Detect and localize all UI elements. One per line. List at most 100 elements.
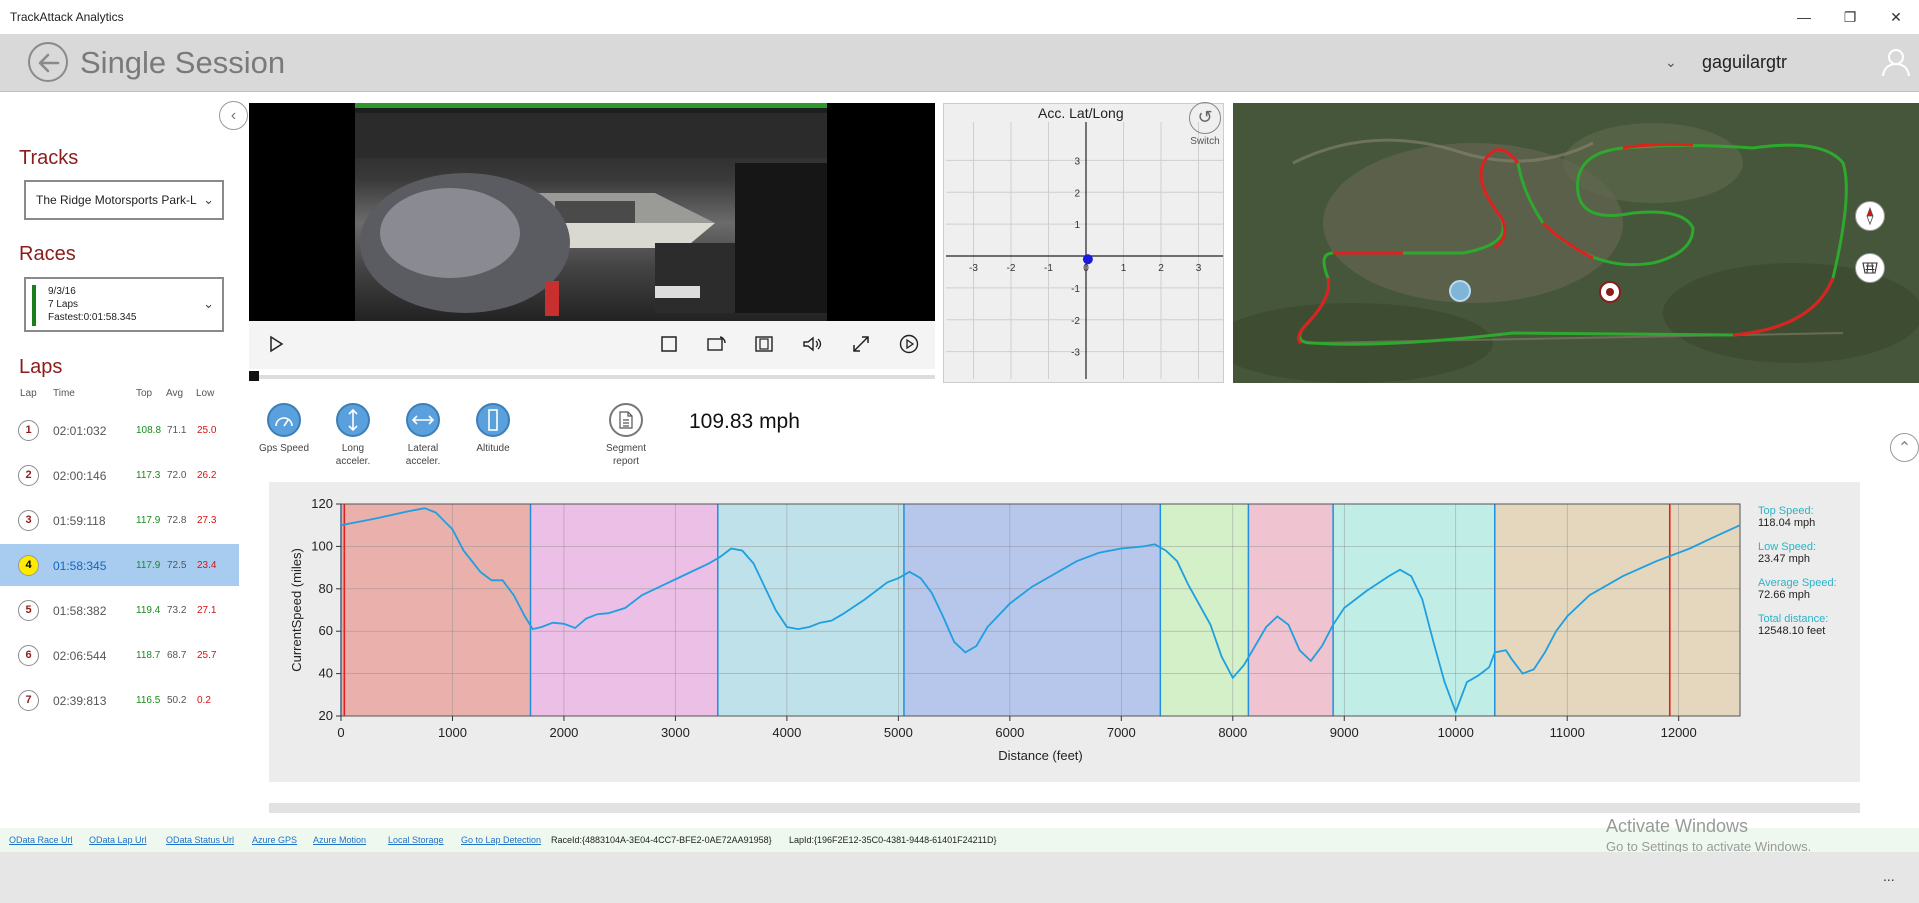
acc-x-tick: 1 <box>1121 263 1127 274</box>
volume-button[interactable] <box>798 329 828 359</box>
watermark-line-2: Go to Settings to activate Windows. <box>1606 839 1812 854</box>
close-icon[interactable]: ✕ <box>1890 8 1902 25</box>
lap-time: 01:58:345 <box>53 559 107 573</box>
x-tick-label: 4000 <box>772 725 801 740</box>
lap-number: 7 <box>18 690 39 711</box>
lap-low-speed: 26.2 <box>197 470 217 481</box>
x-tick-label: 1000 <box>438 725 467 740</box>
compass-button[interactable] <box>1855 201 1885 231</box>
lap-avg-speed: 72.0 <box>167 470 187 481</box>
lap-avg-speed: 72.5 <box>167 560 187 571</box>
collapse-panel-button[interactable]: ‹ <box>219 101 248 130</box>
lap-row[interactable]: 6 02:06:544 118.7 68.7 25.7 <box>0 634 239 676</box>
lap-row[interactable]: 3 01:59:118 117.9 72.8 27.3 <box>0 499 239 541</box>
play-button[interactable] <box>261 329 291 359</box>
lap-number: 1 <box>18 420 39 441</box>
chevron-down-icon: ⌄ <box>203 295 214 311</box>
app-title: TrackAttack Analytics <box>10 10 124 24</box>
user-name[interactable]: gaguilargtr <box>1702 52 1788 72</box>
avatar[interactable] <box>1880 46 1912 78</box>
race-date: 9/3/16 <box>48 286 76 297</box>
acc-point <box>1082 254 1093 265</box>
x-tick-label: 9000 <box>1330 725 1359 740</box>
y-tick-label: 20 <box>319 708 333 723</box>
long-acc-button[interactable]: Long acceler. <box>323 403 383 468</box>
map-style-button[interactable] <box>1855 253 1885 283</box>
chart-stats: Top Speed: 118.04 mph Low Speed: 23.47 mph A… <box>1758 505 1868 649</box>
race-indicator-bar <box>32 285 36 326</box>
lap-low-speed: 27.1 <box>197 605 217 616</box>
footer-link[interactable]: Go to Lap Detection <box>461 835 542 845</box>
chart-segment <box>1248 504 1334 716</box>
stat-value: 23.47 mph <box>1758 553 1810 565</box>
lap-top-speed: 118.7 <box>136 650 161 661</box>
footer-link[interactable]: OData Status Url <box>166 835 235 845</box>
cast-button[interactable] <box>701 329 731 359</box>
footer-link[interactable]: Local Storage <box>388 835 444 845</box>
app-bar <box>0 852 1919 903</box>
lap-row[interactable]: 2 02:00:146 117.3 72.0 26.2 <box>0 454 239 496</box>
playback-rate-button[interactable] <box>894 329 924 359</box>
stat-label: Total distance: <box>1758 613 1829 625</box>
x-tick-label: 7000 <box>1107 725 1136 740</box>
restore-icon[interactable]: ❐ <box>1843 8 1857 25</box>
stat-value: 72.66 mph <box>1758 589 1810 601</box>
chart-segment <box>1160 504 1249 716</box>
altitude-button[interactable]: Altitude <box>463 403 523 455</box>
video-frame[interactable] <box>355 103 827 321</box>
footer-link[interactable]: Azure Motion <box>313 835 367 845</box>
lap-row[interactable]: 5 01:58:382 119.4 73.2 27.1 <box>0 589 239 631</box>
acc-y-tick: 3 <box>1074 156 1080 167</box>
switch-button[interactable]: ↺ Switch <box>1188 102 1222 152</box>
lap-col-header: Lap <box>20 388 37 399</box>
chart-segment <box>1333 504 1495 716</box>
tracks-dropdown[interactable]: The Ridge Motorsports Park-L ⌄ <box>24 180 224 220</box>
lap-avg-speed: 72.8 <box>167 515 187 526</box>
acc-y-tick: 2 <box>1074 188 1080 199</box>
chevron-up-icon: ⌃ <box>1897 439 1912 457</box>
lap-number: 5 <box>18 600 39 621</box>
minimize-icon[interactable]: — <box>1797 9 1811 25</box>
horizontal-arrows-icon <box>406 403 440 437</box>
lateral-acc-button[interactable]: Lateral acceler. <box>393 403 453 468</box>
stop-button[interactable] <box>654 329 684 359</box>
footer-link[interactable]: OData Race Url <box>9 835 73 845</box>
footer-link[interactable]: Azure GPS <box>252 835 298 845</box>
acc-x-tick: 2 <box>1158 263 1164 274</box>
tracks-heading: Tracks <box>19 147 79 169</box>
lap-row[interactable]: 1 02:01:032 108.8 71.1 25.0 <box>0 409 239 451</box>
lap-top-speed: 117.9 <box>136 560 161 571</box>
aspect-ratio-button[interactable] <box>749 329 779 359</box>
lap-low-speed: 25.7 <box>197 650 217 661</box>
lap-row[interactable]: 7 02:39:813 116.5 50.2 0.2 <box>0 679 239 721</box>
races-dropdown[interactable]: 9/3/16 7 Laps Fastest:0:01:58.345 ⌄ <box>24 277 224 332</box>
seek-thumb[interactable] <box>249 371 259 381</box>
segment-report-button[interactable]: Segment report <box>596 403 656 468</box>
back-button[interactable] <box>28 42 68 82</box>
activate-windows-watermark: Activate Windows Go to Settings to activ… <box>1606 816 1811 854</box>
lap-avg-speed: 50.2 <box>167 695 187 706</box>
lap-row[interactable]: 4 01:58:345 117.9 72.5 23.4 <box>0 544 239 586</box>
user-icon <box>1882 49 1910 77</box>
track-map[interactable] <box>1233 103 1919 383</box>
stat-label: Average Speed: <box>1758 577 1837 589</box>
collapse-chart-button[interactable]: ⌃ <box>1890 433 1919 462</box>
video-seek-bar[interactable] <box>249 369 935 381</box>
more-options-button[interactable]: ... <box>1883 868 1895 884</box>
map-image <box>1233 103 1919 383</box>
lap-number: 3 <box>18 510 39 531</box>
lap-avg-speed: 73.2 <box>167 605 187 616</box>
chevron-down-icon[interactable]: ⌄ <box>1665 54 1677 70</box>
page-header: Single Session ⌄ gaguilargtr <box>0 34 1919 92</box>
horizontal-scrollbar[interactable] <box>269 803 1860 813</box>
fullscreen-button[interactable] <box>846 329 876 359</box>
gps-speed-button[interactable]: Gps Speed <box>254 403 314 455</box>
x-tick-label: 12000 <box>1661 725 1697 740</box>
lap-avg-speed: 68.7 <box>167 650 187 661</box>
title-bar: TrackAttack Analytics — ❐ ✕ <box>0 0 1919 34</box>
top-col-header: Top <box>136 388 153 399</box>
stat-label: Low Speed: <box>1758 541 1817 553</box>
acc-y-tick: 1 <box>1074 220 1080 231</box>
footer-link[interactable]: OData Lap Url <box>89 835 147 845</box>
